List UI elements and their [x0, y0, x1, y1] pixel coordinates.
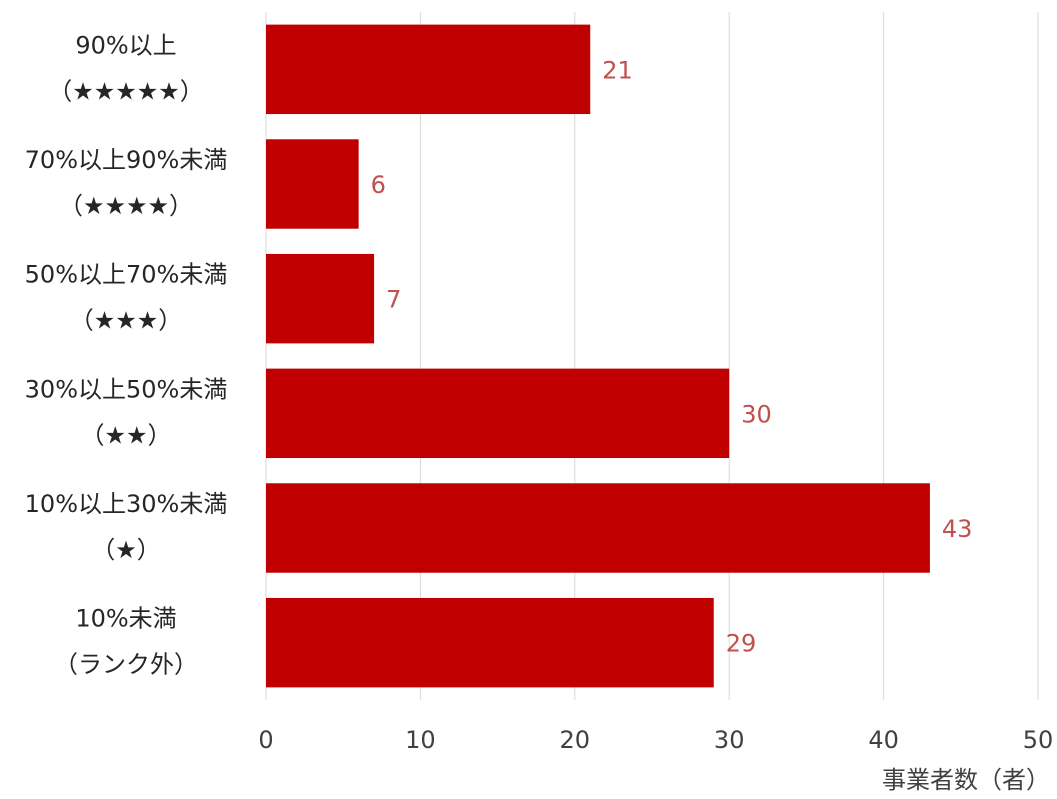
- x-tick-label: 20: [560, 726, 591, 754]
- bar: [266, 483, 930, 573]
- category-label-line: （ランク外）: [54, 651, 198, 679]
- x-tick-label: 10: [405, 726, 436, 754]
- category-label: 10%以上30%未満 （★）: [25, 490, 228, 564]
- category-label-line: 30%以上50%未満: [25, 375, 228, 403]
- category-label-line: 70%以上90%未満: [25, 146, 228, 174]
- category-label: 90%以上 （★★★★★）: [48, 31, 204, 105]
- data-label: 7: [386, 286, 401, 314]
- x-tick-label: 40: [868, 726, 899, 754]
- category-label-line: 50%以上70%未満: [25, 261, 228, 289]
- category-label-line: （★★★）: [70, 307, 183, 335]
- data-label: 21: [602, 56, 633, 84]
- data-label: 6: [371, 171, 386, 199]
- bar: [266, 24, 591, 115]
- bar: [266, 597, 714, 688]
- category-label-line: （★）: [91, 536, 161, 564]
- category-label-line: （★★★★★）: [48, 77, 204, 105]
- category-labels: 90%以上 （★★★★★） 70%以上90%未満 （★★★★） 50%以上70%未満 （★…: [25, 31, 228, 678]
- x-tick-label: 30: [714, 726, 745, 754]
- bar: [266, 139, 359, 229]
- x-tick-label: 0: [258, 726, 273, 754]
- category-label: 70%以上90%未満 （★★★★）: [25, 146, 228, 220]
- gridlines: [265, 12, 1039, 700]
- category-label: 10%未満 （ランク外）: [54, 605, 198, 679]
- category-label-line: （★★★★）: [59, 192, 193, 220]
- bar: [266, 368, 730, 459]
- category-label-line: 90%以上: [75, 31, 176, 59]
- data-label: 43: [942, 515, 973, 543]
- x-tick-label: 50: [1023, 726, 1054, 754]
- data-labels: 21 6 7 30 43 29: [371, 56, 973, 657]
- category-label-line: 10%未満: [75, 605, 176, 633]
- category-label-line: （★★）: [80, 421, 171, 449]
- category-label: 30%以上50%未満 （★★）: [25, 375, 228, 449]
- x-tick-labels: 0 10 20 30 40 50: [258, 726, 1053, 754]
- category-label-line: 10%以上30%未満: [25, 490, 228, 518]
- bar: [266, 253, 375, 344]
- data-label: 29: [726, 630, 757, 658]
- data-label: 30: [741, 400, 772, 428]
- bars: [266, 24, 930, 688]
- category-label: 50%以上70%未満 （★★★）: [25, 261, 228, 335]
- x-axis-title: 事業者数（者）: [882, 766, 1050, 794]
